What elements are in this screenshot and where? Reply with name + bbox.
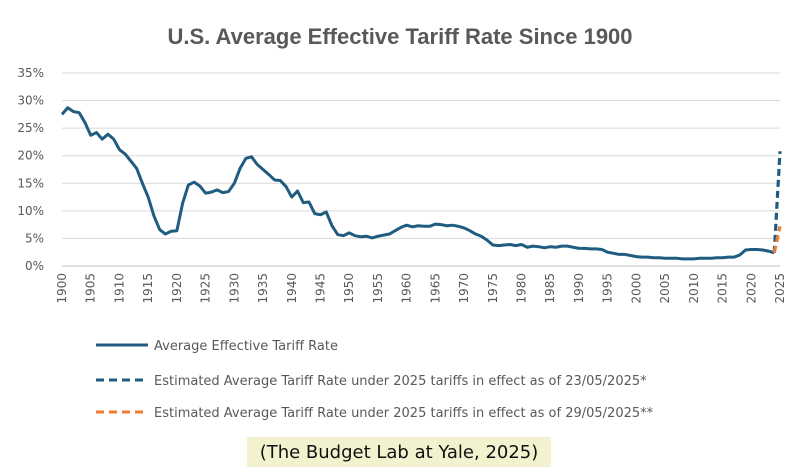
x-tick-label: 1950 [342,273,356,304]
gridlines [62,72,780,267]
y-tick-label: 5% [25,231,44,245]
x-tick-label: 1945 [313,273,327,304]
source-caption: (The Budget Lab at Yale, 2025) [247,437,551,467]
series-line-1 [60,106,775,261]
x-tick-label: 2020 [744,273,758,304]
x-tick-label: 1975 [486,273,500,304]
x-tick-label: 1970 [457,273,471,304]
x-tick-label: 1935 [256,273,270,304]
x-tick-label: 1955 [371,273,385,304]
legend-label-2: Estimated Average Tariff Rate under 2025… [154,374,647,389]
x-tick-label: 1905 [84,273,98,304]
series-line-3 [772,225,782,254]
x-tick-label: 2000 [629,273,643,304]
x-tick-label: 1900 [55,273,69,304]
tariff-line-chart: U.S. Average Effective Tariff Rate Since… [17,24,787,421]
x-axis-ticks: 1900 1905 1910 1915 1920 1925 1930 1935 1940 1945… [55,273,787,304]
x-tick-label: 2010 [687,273,701,304]
y-axis-ticks: 0% 5% 10% 15% 20% 25% 30% 35% [17,66,44,273]
y-tick-label: 10% [17,204,44,218]
y-tick-label: 15% [17,176,44,190]
x-tick-label: 1930 [227,273,241,304]
legend: Average Effective Tariff Rate Estimated A… [96,339,654,421]
x-tick-label: 1995 [601,273,615,304]
x-tick-label: 1990 [572,273,586,304]
x-tick-label: 1965 [428,273,442,304]
x-tick-label: 1910 [112,273,126,304]
y-tick-label: 30% [17,94,44,108]
y-tick-label: 35% [17,66,44,80]
x-tick-label: 1985 [543,273,557,304]
x-tick-label: 1940 [285,273,299,304]
x-tick-label: 1960 [400,273,414,304]
x-tick-label: 1980 [515,273,529,304]
y-tick-label: 25% [17,121,44,135]
series-line-2 [772,151,782,253]
x-tick-label: 2025 [773,273,787,304]
x-tick-label: 2015 [716,273,730,304]
x-tick-label: 1915 [141,273,155,304]
x-tick-label: 1920 [170,273,184,304]
legend-label-1: Average Effective Tariff Rate [154,339,338,354]
x-tick-label: 1925 [199,273,213,304]
legend-label-3: Estimated Average Tariff Rate under 2025… [154,406,654,421]
y-tick-label: 0% [25,259,44,273]
x-tick-label: 2005 [658,273,672,304]
y-tick-label: 20% [17,149,44,163]
chart-title: U.S. Average Effective Tariff Rate Since… [167,24,632,49]
series-lines [60,106,782,261]
